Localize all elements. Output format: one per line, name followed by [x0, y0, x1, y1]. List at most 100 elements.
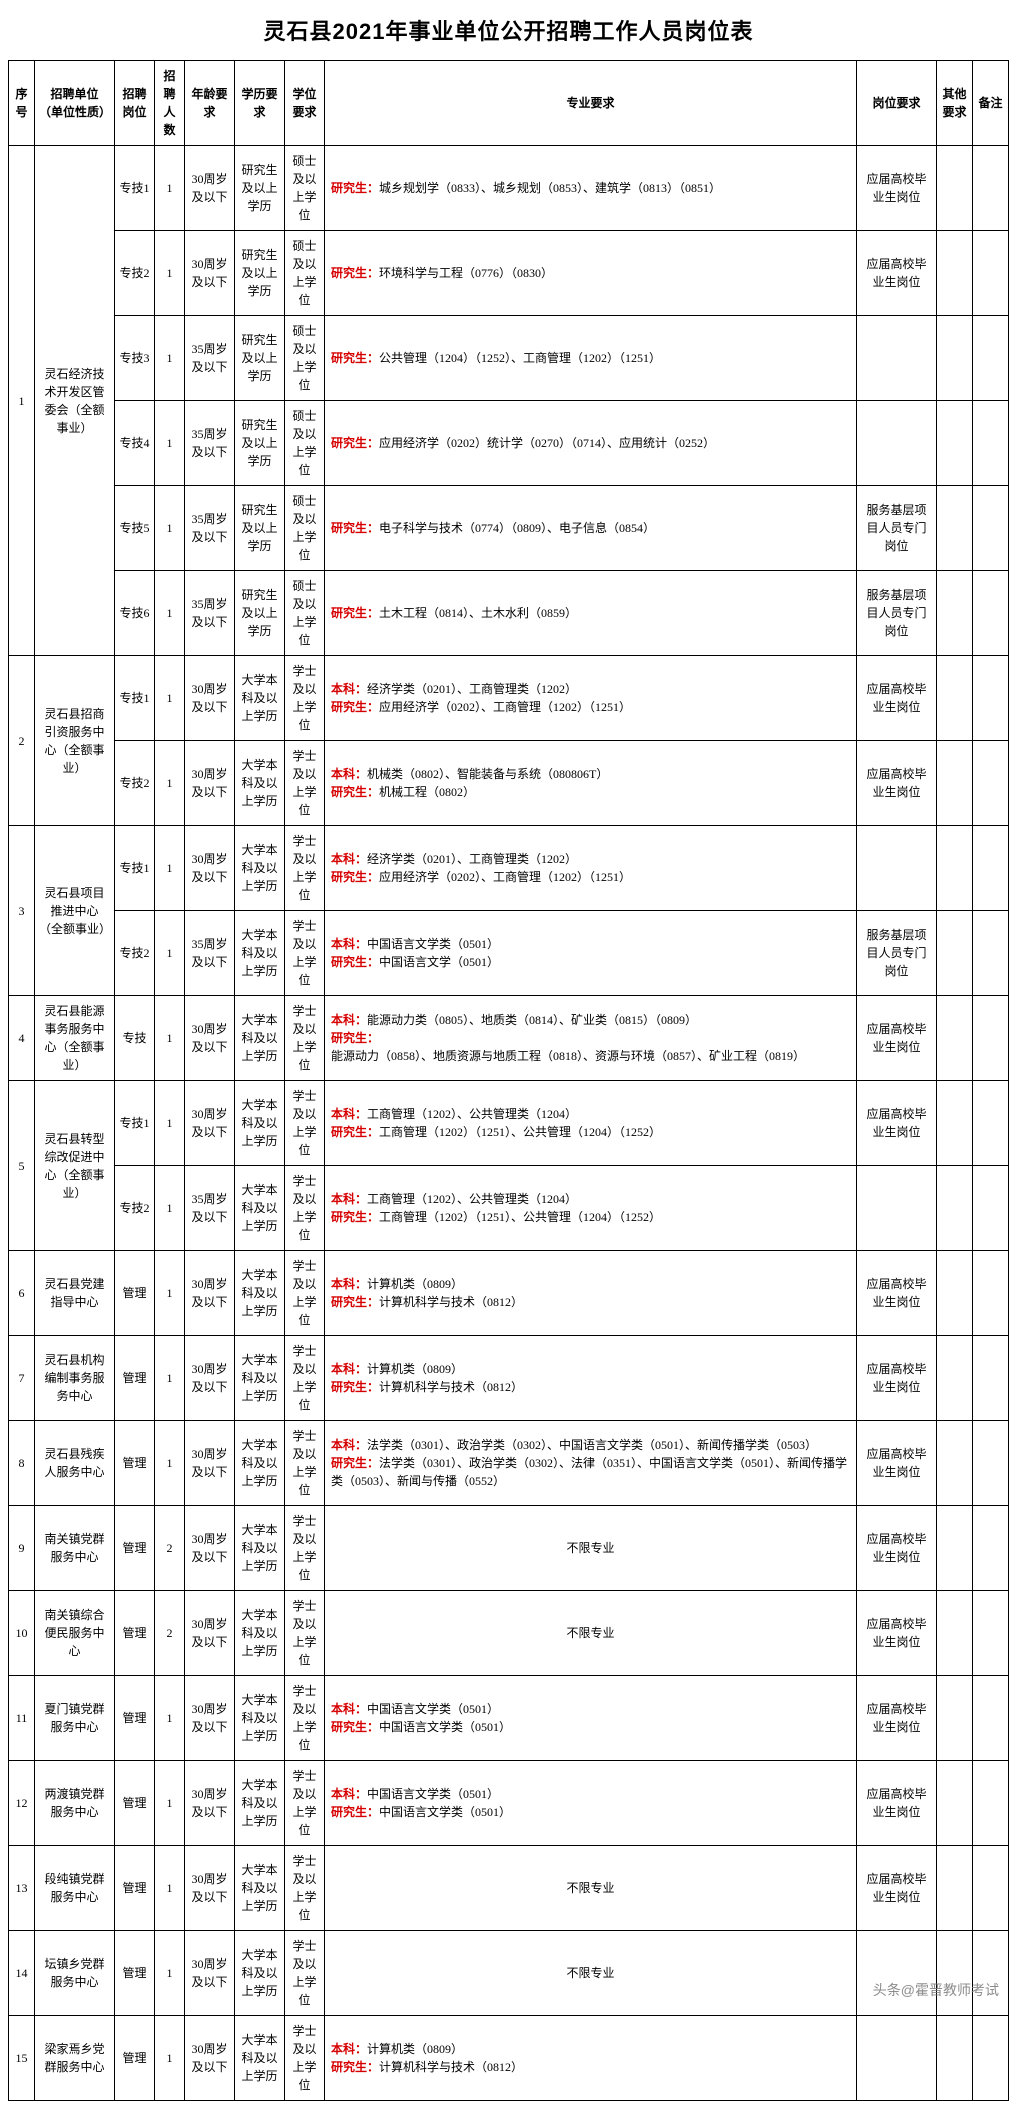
cell-edu: 大学本科及以上学历 — [235, 996, 285, 1081]
cell-other — [937, 1676, 973, 1761]
cell-preq — [857, 401, 937, 486]
cell-age: 30周岁及以下 — [185, 1761, 235, 1846]
cell-seq: 6 — [9, 1251, 35, 1336]
cell-preq: 应届高校毕业生岗位 — [857, 1761, 937, 1846]
cell-deg: 硕士及以上学位 — [285, 571, 325, 656]
cell-preq — [857, 826, 937, 911]
table-row: 11夏门镇党群服务中心管理130周岁及以下大学本科及以上学历学士及以上学位本科：… — [9, 1676, 1009, 1761]
th-age: 年龄要求 — [185, 61, 235, 146]
cell-seq: 4 — [9, 996, 35, 1081]
th-note: 备注 — [973, 61, 1009, 146]
table-row: 7灵石县机构编制事务服务中心管理130周岁及以下大学本科及以上学历学士及以上学位… — [9, 1336, 1009, 1421]
cell-other — [937, 486, 973, 571]
cell-post: 专技2 — [115, 1166, 155, 1251]
cell-seq: 3 — [9, 826, 35, 996]
cell-other — [937, 146, 973, 231]
cell-post: 专技1 — [115, 826, 155, 911]
cell-age: 30周岁及以下 — [185, 231, 235, 316]
table-row: 2灵石县招商引资服务中心（全额事业）专技1130周岁及以下大学本科及以上学历学士… — [9, 656, 1009, 741]
cell-count: 1 — [155, 1846, 185, 1931]
header-row: 序号 招聘单位（单位性质） 招聘岗位 招聘人数 年龄要求 学历要求 学位要求 专… — [9, 61, 1009, 146]
cell-count: 1 — [155, 486, 185, 571]
cell-note — [973, 826, 1009, 911]
cell-age: 30周岁及以下 — [185, 1931, 235, 2016]
cell-post: 管理 — [115, 1676, 155, 1761]
cell-note — [973, 2016, 1009, 2101]
cell-preq: 应届高校毕业生岗位 — [857, 1591, 937, 1676]
cell-seq: 9 — [9, 1506, 35, 1591]
cell-preq: 应届高校毕业生岗位 — [857, 1081, 937, 1166]
cell-preq: 服务基层项目人员专门岗位 — [857, 911, 937, 996]
cell-note — [973, 1166, 1009, 1251]
cell-other — [937, 741, 973, 826]
th-edu: 学历要求 — [235, 61, 285, 146]
cell-major: 研究生：城乡规划学（0833）、城乡规划（0853）、建筑学（0813）（085… — [325, 146, 857, 231]
cell-unit: 夏门镇党群服务中心 — [35, 1676, 115, 1761]
cell-other — [937, 231, 973, 316]
cell-major: 研究生：应用经济学（0202）统计学（0270）（0714）、应用统计（0252… — [325, 401, 857, 486]
cell-edu: 大学本科及以上学历 — [235, 1846, 285, 1931]
table-row: 4灵石县能源事务服务中心（全额事业）专技130周岁及以下大学本科及以上学历学士及… — [9, 996, 1009, 1081]
cell-note — [973, 316, 1009, 401]
cell-age: 30周岁及以下 — [185, 656, 235, 741]
cell-deg: 学士及以上学位 — [285, 1846, 325, 1931]
cell-edu: 大学本科及以上学历 — [235, 911, 285, 996]
cell-count: 1 — [155, 1336, 185, 1421]
cell-count: 1 — [155, 1081, 185, 1166]
cell-age: 30周岁及以下 — [185, 2016, 235, 2101]
cell-post: 专技3 — [115, 316, 155, 401]
cell-preq — [857, 1166, 937, 1251]
cell-unit: 坛镇乡党群服务中心 — [35, 1931, 115, 2016]
cell-preq: 应届高校毕业生岗位 — [857, 656, 937, 741]
cell-age: 35周岁及以下 — [185, 571, 235, 656]
cell-count: 2 — [155, 1591, 185, 1676]
cell-deg: 学士及以上学位 — [285, 1166, 325, 1251]
cell-post: 管理 — [115, 1761, 155, 1846]
th-major: 专业要求 — [325, 61, 857, 146]
cell-age: 30周岁及以下 — [185, 1251, 235, 1336]
cell-preq: 应届高校毕业生岗位 — [857, 1846, 937, 1931]
cell-other — [937, 996, 973, 1081]
cell-seq: 10 — [9, 1591, 35, 1676]
cell-major: 本科：中国语言文学类（0501）研究生：中国语言文学类（0501） — [325, 1676, 857, 1761]
cell-major: 本科：经济学类（0201）、工商管理类（1202）研究生：应用经济学（0202）… — [325, 826, 857, 911]
cell-age: 30周岁及以下 — [185, 826, 235, 911]
cell-major: 本科：中国语言文学类（0501）研究生：中国语言文学（0501） — [325, 911, 857, 996]
cell-preq: 应届高校毕业生岗位 — [857, 231, 937, 316]
cell-unit: 灵石县能源事务服务中心（全额事业） — [35, 996, 115, 1081]
th-seq: 序号 — [9, 61, 35, 146]
cell-deg: 学士及以上学位 — [285, 1591, 325, 1676]
cell-unit: 灵石县项目推进中心（全额事业） — [35, 826, 115, 996]
cell-deg: 硕士及以上学位 — [285, 486, 325, 571]
cell-major: 不限专业 — [325, 1846, 857, 1931]
cell-unit: 段纯镇党群服务中心 — [35, 1846, 115, 1931]
cell-note — [973, 1336, 1009, 1421]
cell-note — [973, 1676, 1009, 1761]
cell-deg: 硕士及以上学位 — [285, 316, 325, 401]
cell-other — [937, 1336, 973, 1421]
cell-note — [973, 1931, 1009, 2016]
cell-note — [973, 1846, 1009, 1931]
cell-age: 35周岁及以下 — [185, 911, 235, 996]
table-row: 专技2135周岁及以下大学本科及以上学历学士及以上学位本科：工商管理（1202）… — [9, 1166, 1009, 1251]
cell-seq: 2 — [9, 656, 35, 826]
cell-unit: 南关镇综合便民服务中心 — [35, 1591, 115, 1676]
cell-other — [937, 911, 973, 996]
cell-count: 1 — [155, 911, 185, 996]
cell-deg: 学士及以上学位 — [285, 1761, 325, 1846]
cell-count: 1 — [155, 571, 185, 656]
cell-other — [937, 826, 973, 911]
cell-age: 30周岁及以下 — [185, 1506, 235, 1591]
cell-note — [973, 571, 1009, 656]
cell-age: 30周岁及以下 — [185, 1676, 235, 1761]
cell-major: 不限专业 — [325, 1591, 857, 1676]
cell-unit: 灵石县转型综改促进中心（全额事业） — [35, 1081, 115, 1251]
cell-deg: 学士及以上学位 — [285, 1931, 325, 2016]
cell-count: 1 — [155, 231, 185, 316]
th-count: 招聘人数 — [155, 61, 185, 146]
cell-count: 1 — [155, 1166, 185, 1251]
cell-deg: 学士及以上学位 — [285, 826, 325, 911]
cell-other — [937, 1761, 973, 1846]
table-row: 15梁家焉乡党群服务中心管理130周岁及以下大学本科及以上学历学士及以上学位本科… — [9, 2016, 1009, 2101]
cell-major: 本科：机械类（0802）、智能装备与系统（080806T）研究生：机械工程（08… — [325, 741, 857, 826]
